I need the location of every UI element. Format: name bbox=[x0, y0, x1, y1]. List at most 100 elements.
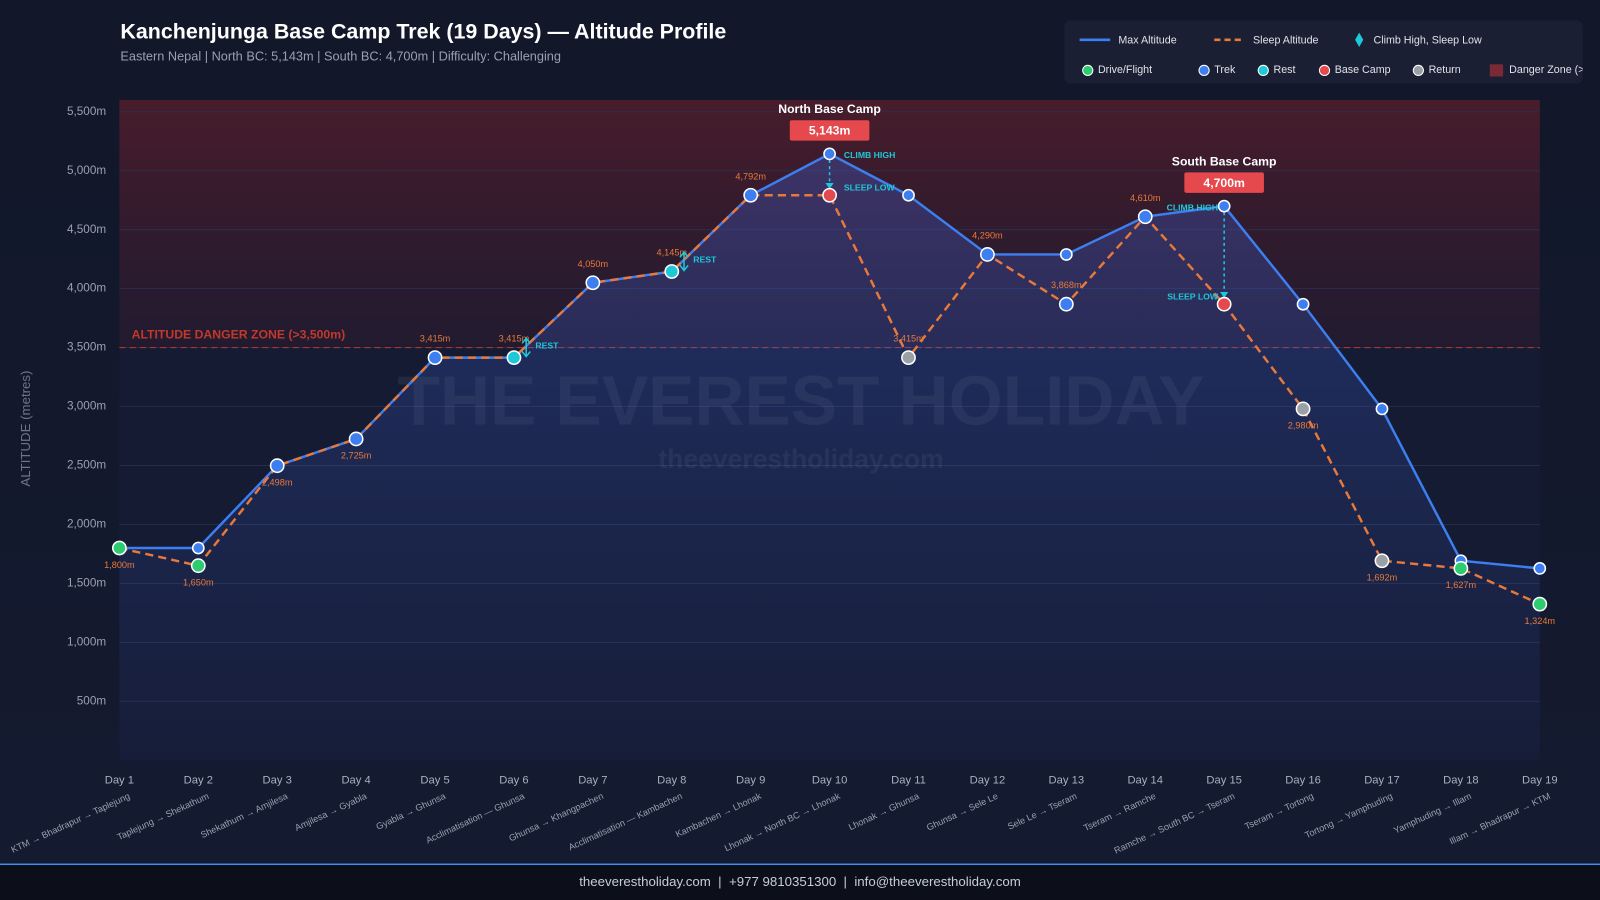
legend-label: Max Altitude bbox=[1118, 35, 1176, 47]
value-label: 4,145m bbox=[656, 248, 687, 258]
peak-badge bbox=[1184, 172, 1264, 193]
y-tick-label: 2,000m bbox=[67, 518, 106, 531]
legend-label: Return bbox=[1429, 64, 1461, 76]
peak-title: North Base Camp bbox=[778, 102, 881, 116]
sleep-altitude-point bbox=[1374, 553, 1390, 569]
sleep-altitude-point bbox=[585, 275, 601, 291]
value-label: 2,725m bbox=[341, 451, 372, 461]
x-tick-label: Day 19 bbox=[1522, 775, 1558, 787]
x-tick-label: Day 9 bbox=[736, 775, 765, 787]
sleep-altitude-point bbox=[901, 350, 916, 365]
max-altitude-point bbox=[1296, 297, 1310, 311]
max-altitude-point bbox=[1059, 248, 1073, 261]
x-tick-label: Day 10 bbox=[812, 775, 848, 787]
sleep-altitude-point bbox=[664, 264, 680, 279]
max-altitude-point bbox=[1533, 562, 1547, 575]
x-tick-label: Day 13 bbox=[1049, 775, 1085, 787]
rest-label: REST bbox=[693, 255, 717, 265]
x-tick-label: Day 15 bbox=[1206, 775, 1242, 787]
rest-arrow bbox=[521, 336, 531, 358]
peak-badge bbox=[789, 120, 870, 141]
x-tick-label: Day 8 bbox=[657, 775, 686, 787]
x-tick-label: Day 18 bbox=[1443, 775, 1479, 787]
sleep-low-label: SLEEP LOW bbox=[844, 182, 896, 192]
value-label: 4,792m bbox=[735, 171, 766, 181]
chart-subtitle: Eastern Nepal | North BC: 5,143m | South… bbox=[120, 49, 561, 64]
y-tick-label: 1,500m bbox=[67, 576, 106, 589]
value-label: 3,415m bbox=[499, 334, 530, 344]
legend-swatch bbox=[1412, 64, 1424, 77]
legend-label: Rest bbox=[1273, 64, 1295, 76]
value-label: 2,980m bbox=[1288, 421, 1319, 431]
y-tick-label: 2,500m bbox=[67, 459, 106, 472]
sleep-altitude-point bbox=[822, 187, 837, 203]
x-tick-label: Day 17 bbox=[1364, 775, 1400, 787]
sleep-altitude-point bbox=[1295, 401, 1311, 417]
x-tick-label: Day 1 bbox=[105, 775, 134, 787]
footer: theeverestholiday.com | +977 9810351300 … bbox=[579, 874, 1021, 889]
value-label: 3,415m bbox=[420, 334, 451, 344]
max-altitude-area bbox=[119, 153, 1540, 761]
max-altitude-point bbox=[191, 541, 205, 555]
legend-swatch bbox=[1198, 64, 1210, 77]
legend-label: Drive/Flight bbox=[1098, 64, 1152, 76]
climb-arrow bbox=[825, 183, 834, 190]
legend-label: Climb High, Sleep Low bbox=[1373, 35, 1482, 47]
x-tick-label: Day 7 bbox=[578, 775, 607, 787]
y-tick-label: 5,000m bbox=[67, 164, 106, 177]
legend-label: Sleep Altitude bbox=[1253, 35, 1319, 47]
chart-title: Kanchenjunga Base Camp Trek (19 Days) — … bbox=[120, 19, 726, 43]
sleep-low-label: SLEEP LOW bbox=[1167, 291, 1219, 301]
y-tick-label: 500m bbox=[77, 694, 106, 707]
max-altitude-point bbox=[1375, 402, 1389, 416]
sleep-altitude-point bbox=[1058, 296, 1074, 312]
footer-bar bbox=[0, 863, 1600, 900]
peak-label: 4,700m bbox=[1203, 176, 1245, 190]
legend-swatch bbox=[1318, 64, 1331, 77]
rest-label: REST bbox=[535, 341, 559, 351]
legend-swatch bbox=[1082, 64, 1094, 77]
x-tick-label: Day 2 bbox=[184, 775, 213, 787]
sleep-altitude-point bbox=[1216, 296, 1232, 312]
climb-high-label: CLIMB HIGH bbox=[844, 150, 895, 160]
sleep-altitude-point bbox=[190, 558, 206, 574]
x-tick-label: Day 12 bbox=[970, 775, 1006, 787]
danger-zone-label: ALTITUDE DANGER ZONE (>3,500m) bbox=[132, 328, 346, 342]
peak-title: South Base Camp bbox=[1172, 154, 1277, 168]
sleep-altitude-point bbox=[1453, 560, 1469, 576]
x-tick-label: Day 14 bbox=[1127, 775, 1163, 787]
x-tick-label: Day 16 bbox=[1285, 775, 1321, 787]
x-tick-label: Day 3 bbox=[263, 775, 292, 787]
y-tick-label: 5,500m bbox=[67, 105, 106, 118]
x-tick-label: Day 6 bbox=[499, 775, 528, 787]
y-tick-label: 1,000m bbox=[67, 635, 106, 648]
value-label: 1,627m bbox=[1446, 580, 1477, 590]
legend-swatch bbox=[1257, 64, 1269, 77]
value-label: 3,868m bbox=[1051, 280, 1082, 290]
climb-arrow bbox=[1220, 291, 1229, 299]
sleep-altitude-point bbox=[506, 350, 522, 365]
max-altitude-point bbox=[823, 147, 836, 161]
peak-label: 5,143m bbox=[809, 124, 851, 138]
max-altitude-point bbox=[1217, 199, 1231, 213]
max-altitude-point bbox=[902, 188, 915, 202]
value-label: 1,800m bbox=[104, 560, 135, 570]
value-label: 2,498m bbox=[262, 477, 293, 487]
sleep-altitude-point bbox=[348, 431, 364, 447]
y-tick-label: 4,500m bbox=[67, 223, 106, 236]
legend-swatch bbox=[1489, 64, 1504, 77]
legend-box bbox=[1064, 20, 1583, 84]
sleep-altitude-point bbox=[1137, 209, 1153, 225]
legend: Max Altitude Sleep Altitude Climb High, Sl… bbox=[1079, 32, 1600, 77]
value-label: 1,692m bbox=[1367, 572, 1398, 582]
legend-label: Danger Zone (>3,500m) bbox=[1509, 64, 1600, 76]
y-axis-label: ALTITUDE (metres) bbox=[18, 371, 33, 487]
value-label: 4,290m bbox=[972, 230, 1003, 240]
y-tick-label: 3,500m bbox=[67, 341, 106, 354]
value-label: 4,050m bbox=[578, 259, 609, 269]
y-tick-label: 4,000m bbox=[67, 282, 106, 295]
x-tick-label: Day 4 bbox=[341, 775, 370, 787]
value-label: 3,415m bbox=[893, 334, 924, 344]
